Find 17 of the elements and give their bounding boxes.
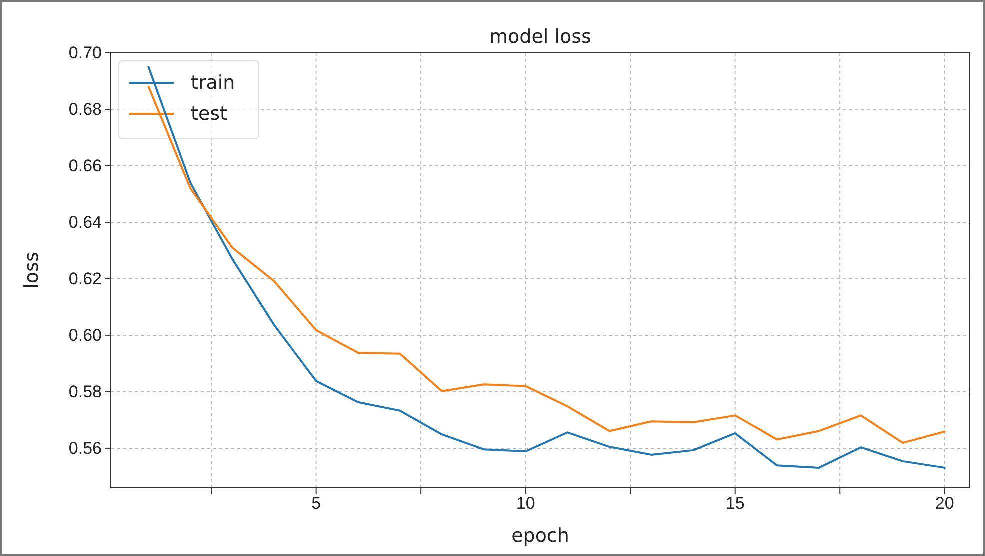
y-tick-label: 0.68 bbox=[68, 100, 102, 119]
x-axis-title: epoch bbox=[512, 525, 570, 547]
x-tick-label: 20 bbox=[935, 494, 954, 514]
y-tick-label: 0.70 bbox=[68, 43, 102, 62]
y-tick-label: 0.60 bbox=[68, 326, 102, 345]
x-tick-label: 15 bbox=[726, 494, 745, 514]
y-axis-title: loss bbox=[21, 252, 43, 289]
y-tick-label: 0.66 bbox=[68, 156, 102, 176]
legend-label: train bbox=[191, 72, 236, 94]
y-tick-label: 0.58 bbox=[68, 382, 102, 402]
legend-label: test bbox=[191, 103, 228, 125]
y-tick-label: 0.62 bbox=[68, 269, 102, 288]
y-tick-label: 0.64 bbox=[68, 212, 102, 232]
x-tick-label: 10 bbox=[516, 494, 536, 514]
x-tick-label: 5 bbox=[312, 494, 322, 514]
y-tick-label: 0.56 bbox=[68, 438, 102, 458]
chart-title: model loss bbox=[490, 26, 592, 48]
